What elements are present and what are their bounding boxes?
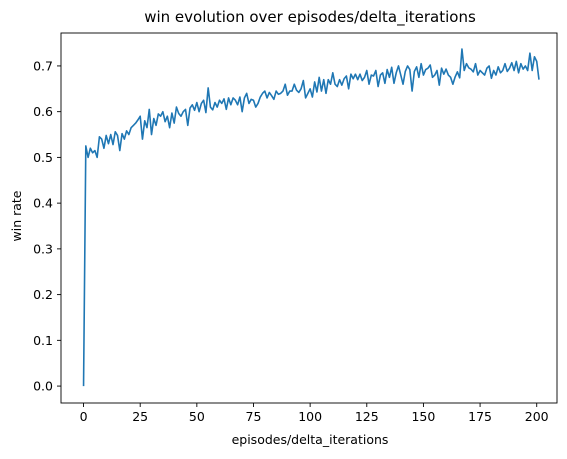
x-tick-label: 0 bbox=[80, 409, 88, 424]
y-tick-label: 0.4 bbox=[33, 196, 53, 211]
y-axis-label: win rate bbox=[9, 190, 24, 241]
chart-title: win evolution over episodes/delta_iterat… bbox=[144, 8, 476, 27]
y-tick-label: 0.5 bbox=[33, 150, 53, 165]
x-tick-label: 25 bbox=[132, 409, 148, 424]
y-tick-label: 0.6 bbox=[33, 104, 53, 119]
axes-frame bbox=[60, 32, 558, 404]
x-tick-label: 75 bbox=[246, 409, 262, 424]
y-tick-label: 0.2 bbox=[33, 287, 53, 302]
y-tick-label: 0.3 bbox=[33, 241, 53, 256]
plot-area bbox=[60, 32, 558, 404]
y-axis-ticks: 0.0 0.1 0.2 0.3 0.4 0.5 0.6 0.7 bbox=[33, 58, 61, 394]
x-axis-label: episodes/delta_iterations bbox=[232, 432, 389, 447]
y-tick-label: 0.7 bbox=[33, 58, 53, 73]
x-tick-label: 200 bbox=[525, 409, 549, 424]
x-tick-label: 125 bbox=[355, 409, 379, 424]
x-axis-ticks: 0 25 50 75 100 125 150 175 200 bbox=[80, 403, 549, 424]
x-tick-label: 150 bbox=[411, 409, 435, 424]
x-tick-label: 175 bbox=[468, 409, 492, 424]
y-tick-label: 0.1 bbox=[33, 333, 53, 348]
x-tick-label: 50 bbox=[189, 409, 205, 424]
x-tick-label: 100 bbox=[298, 409, 322, 424]
y-tick-label: 0.0 bbox=[33, 379, 53, 394]
series-line-0 bbox=[82, 48, 540, 387]
